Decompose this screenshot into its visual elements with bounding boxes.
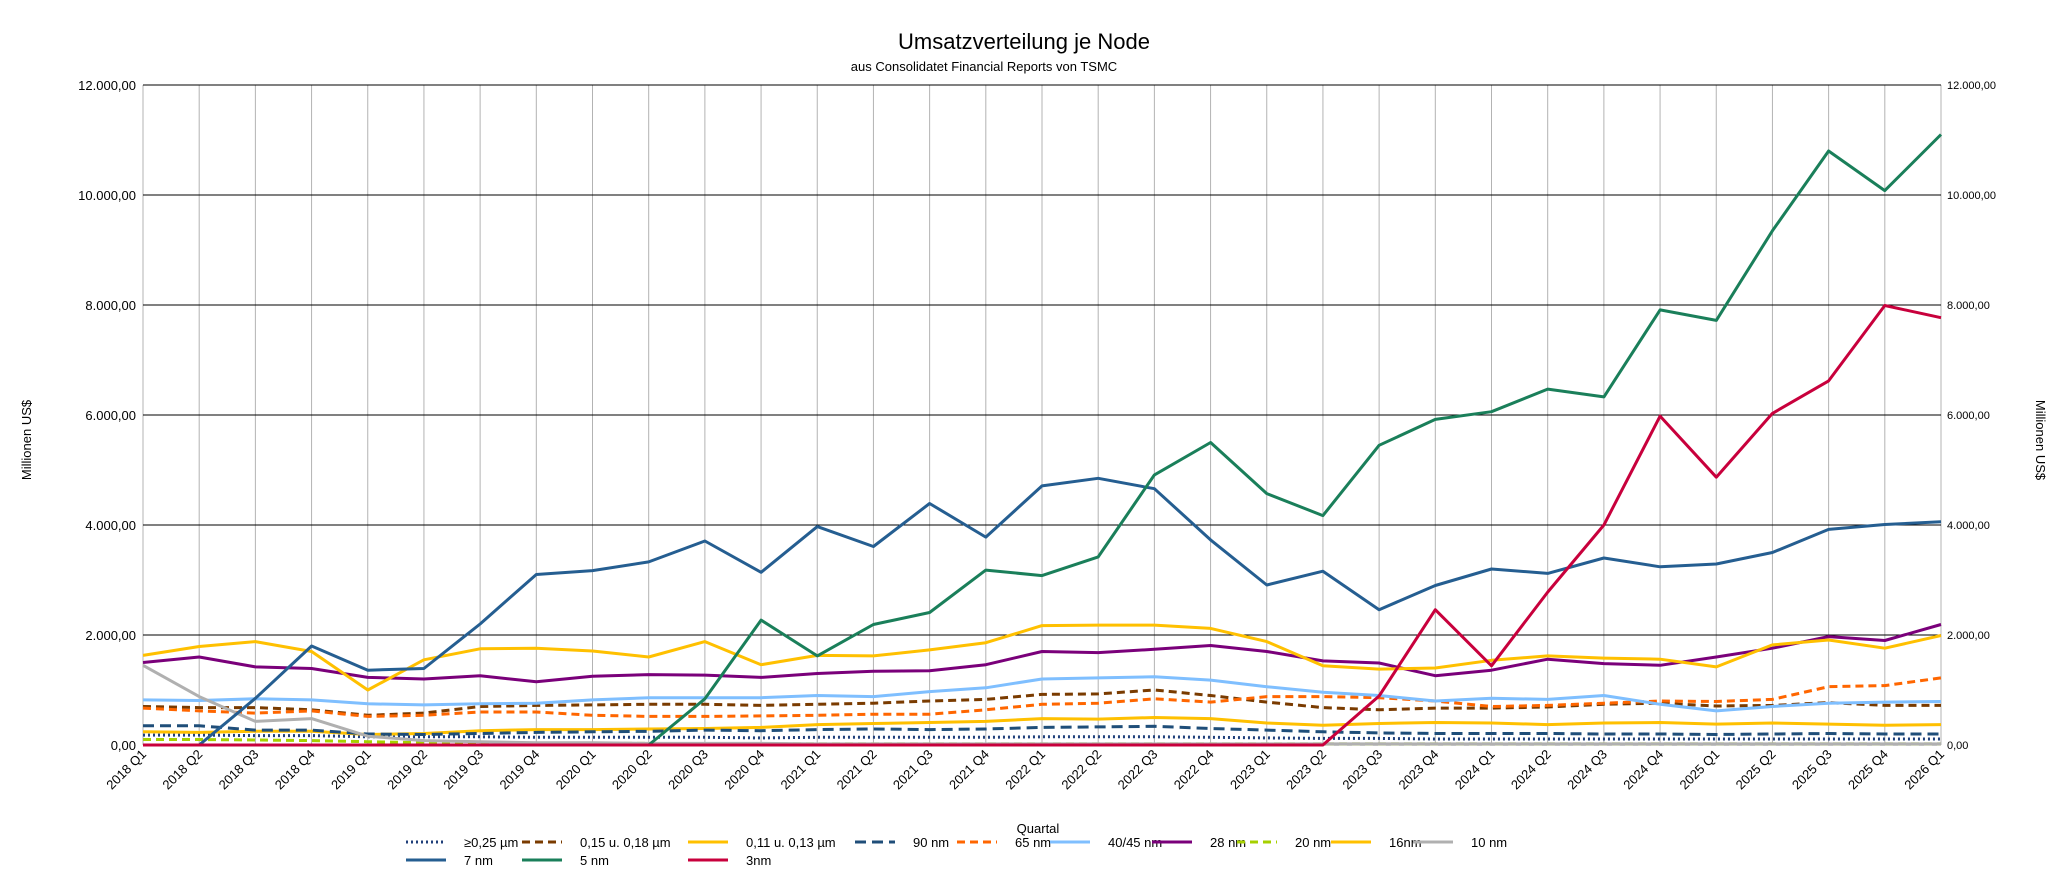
y-tick-label-right: 12.000,00 — [1947, 80, 1996, 92]
legend-label: 0,11 u. 0,13 µm — [746, 835, 836, 850]
chart-title: Umsatzverteilung je Node — [898, 29, 1150, 54]
x-tick-label: 2019 Q3 — [440, 747, 486, 793]
x-tick-label: 2020 Q4 — [721, 747, 767, 793]
x-tick-label: 2025 Q3 — [1789, 747, 1835, 793]
y-tick-label-left: 2.000,00 — [85, 628, 136, 643]
x-tick-label: 2019 Q1 — [328, 747, 374, 793]
x-tick-label: 2024 Q1 — [1452, 747, 1498, 793]
y-tick-label-right: 2.000,00 — [1947, 630, 1990, 642]
x-tick-label: 2019 Q2 — [384, 747, 430, 793]
series-line-40-45-nm — [142, 675, 1942, 713]
x-tick-label: 2021 Q1 — [777, 747, 823, 793]
x-tick-label: 2021 Q4 — [946, 747, 992, 793]
grid — [142, 84, 1942, 746]
y-tick-label-right: 0,00 — [1947, 740, 1968, 752]
y-tick-label-left: 0,00 — [111, 738, 136, 753]
x-axis-label: Quartal — [1017, 821, 1060, 836]
x-tick-label: 2018 Q3 — [216, 747, 262, 793]
x-tick-label: 2025 Q4 — [1845, 747, 1891, 793]
legend-label: 40/45 nm — [1108, 835, 1162, 850]
x-tick-label: 2020 Q1 — [553, 747, 599, 793]
legend-label: 0,15 u. 0,18 µm — [580, 835, 671, 850]
x-tick-label: 2018 Q4 — [272, 747, 318, 793]
x-tick-label: 2025 Q1 — [1676, 747, 1722, 793]
legend: ≥0,25 µm 0,15 u. 0,18 µm 0,11 u. 0,13 µm 90… — [406, 835, 1507, 868]
series-line-0-11-u-0-13-m — [142, 716, 1942, 736]
series-line-28-nm — [142, 623, 1942, 684]
x-tick-label: 2023 Q3 — [1339, 747, 1385, 793]
series-line-3nm — [143, 304, 1942, 747]
y-tick-label-right: 6.000,00 — [1947, 410, 1990, 422]
y-axis-label-left: Millionen US$ — [19, 399, 34, 480]
y-tick-label-left: 12.000,00 — [78, 78, 136, 93]
series-lines — [142, 133, 1943, 747]
x-tick-label: 2021 Q3 — [890, 747, 936, 793]
x-tick-label: 2022 Q2 — [1058, 747, 1104, 793]
y-tick-label-left: 8.000,00 — [85, 298, 136, 313]
x-tick-label: 2026 Q1 — [1901, 747, 1947, 793]
y-tick-label-left: 10.000,00 — [78, 188, 136, 203]
x-tick-label: 2023 Q1 — [1227, 747, 1273, 793]
y-tick-label-left: 6.000,00 — [85, 408, 136, 423]
series-line-16nm — [142, 623, 1942, 692]
legend-label: 10 nm — [1471, 835, 1507, 850]
legend-label: 16nm — [1389, 835, 1422, 850]
x-tick-label: 2023 Q4 — [1396, 747, 1442, 793]
chart-subtitle: aus Consolidatet Financial Reports von T… — [851, 59, 1117, 74]
y-tick-label-right: 8.000,00 — [1947, 300, 1990, 312]
legend-label: 5 nm — [580, 853, 609, 868]
x-tick-label: 2019 Q4 — [497, 747, 543, 793]
x-tick-label: 2021 Q2 — [834, 747, 880, 793]
legend-label: 28 nm — [1210, 835, 1246, 850]
series-line-90-nm — [143, 724, 1941, 736]
legend-label: 90 nm — [913, 835, 949, 850]
y-axis-label-right: Millionen US$ — [2033, 400, 2048, 481]
legend-label: 7 nm — [464, 853, 493, 868]
x-tick-label: 2023 Q2 — [1283, 747, 1329, 793]
x-tick-label: 2025 Q2 — [1733, 747, 1779, 793]
x-tick-label: 2024 Q2 — [1508, 747, 1554, 793]
x-tick-label: 2020 Q3 — [665, 747, 711, 793]
x-tick-label: 2024 Q3 — [1564, 747, 1610, 793]
legend-label: 65 nm — [1015, 835, 1051, 850]
legend-label: 3nm — [746, 853, 771, 868]
y-tick-label-left: 4.000,00 — [85, 518, 136, 533]
x-tick-label: 2018 Q2 — [159, 747, 205, 793]
x-tick-label: 2022 Q1 — [1002, 747, 1048, 793]
y-axis-ticks-right: 0,00 2.000,00 4.000,00 6.000,00 8.000,00 10.0… — [1947, 80, 1996, 752]
legend-label: ≥0,25 µm — [464, 835, 518, 850]
series-line-7-nm — [143, 476, 1942, 747]
x-axis-ticks: 2018 Q1 2018 Q2 2018 Q3 2018 Q4 2019 Q1 2019 … — [103, 747, 1947, 793]
x-tick-label: 2020 Q2 — [609, 747, 655, 793]
y-tick-label-right: 10.000,00 — [1947, 190, 1996, 202]
y-tick-label-right: 4.000,00 — [1947, 520, 1990, 532]
legend-label: 20 nm — [1295, 835, 1331, 850]
x-tick-label: 2022 Q3 — [1115, 747, 1161, 793]
x-tick-label: 2024 Q4 — [1620, 747, 1666, 793]
y-axis-ticks-left: 0,00 2.000,00 4.000,00 6.000,00 8.000,00 10.0… — [78, 78, 136, 753]
x-tick-label: 2018 Q1 — [103, 747, 149, 793]
series-line-0-15-u-0-18-m — [142, 688, 1941, 717]
x-tick-label: 2022 Q4 — [1171, 747, 1217, 793]
